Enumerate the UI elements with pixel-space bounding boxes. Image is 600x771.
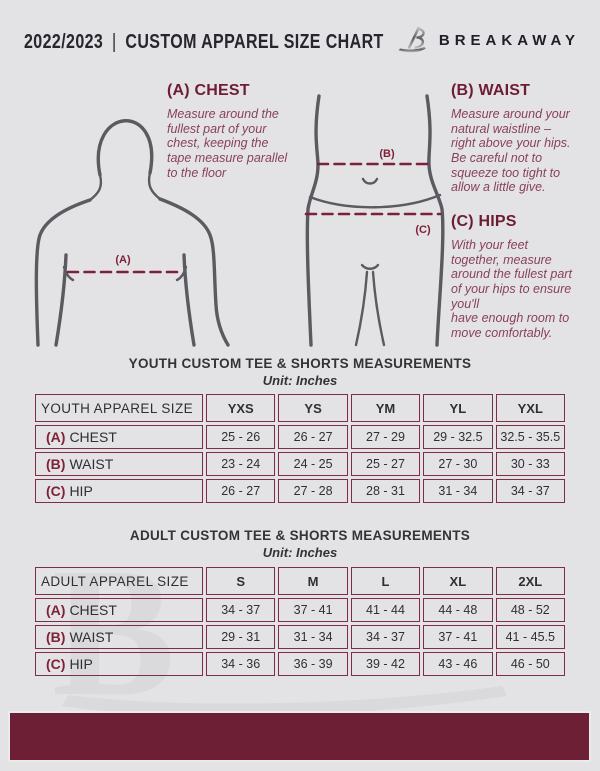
waist-heading: (B) WAIST	[451, 82, 531, 99]
measurement-range-cell: 27 - 29	[350, 425, 421, 449]
measurement-range-cell: 32.5 - 35.5	[495, 425, 565, 449]
measure-label: WAIST	[69, 456, 114, 472]
measurement-range-cell: 30 - 33	[495, 452, 565, 476]
figure-head-outline	[96, 119, 154, 177]
measure-label: CHEST	[69, 602, 117, 618]
breakaway-watermark-icon: B	[52, 556, 507, 724]
table-row: (B) WAIST 29 - 31 31 - 34 34 - 37 37 - 41 41 -…	[35, 625, 565, 649]
measure-label: CHEST	[69, 429, 117, 445]
measure-label: HIP	[69, 483, 93, 499]
navel-detail	[361, 177, 379, 185]
waist-marker-label: (B)	[379, 148, 395, 160]
size-column-header: XL	[423, 567, 493, 595]
measurement-range-cell: 41 - 44	[350, 598, 421, 622]
hips-description: With your feet together, measure around …	[451, 238, 572, 340]
title-label: CUSTOM APPAREL SIZE CHART	[125, 31, 384, 53]
adult-section-title: ADULT CUSTOM TEE & SHORTS MEASUREMENTS	[129, 528, 471, 543]
table-row: (C) HIP 34 - 36 36 - 39 39 - 42 43 - 46 46 - 5…	[35, 652, 565, 676]
measure-letter-prefix: (A)	[46, 602, 66, 618]
body-measurement-figures-illustration: (A) (B) (C)	[34, 94, 445, 347]
table-header-row: ADULT APPAREL SIZE S M L XL 2XL	[35, 567, 565, 595]
size-column-header: YL	[423, 394, 493, 422]
measurement-range-cell: 46 - 50	[495, 652, 565, 676]
measurement-range-cell: 34 - 37	[350, 625, 421, 649]
table-header-row: YOUTH APPAREL SIZE YXS YS YM YL YXL	[35, 394, 565, 422]
chest-instruction: (A) CHEST Measure around the fullest par…	[167, 82, 307, 180]
measurement-range-cell: 25 - 26	[206, 425, 276, 449]
measurement-range-cell: 26 - 27	[206, 479, 276, 503]
measurement-range-cell: 27 - 28	[278, 479, 348, 503]
season-label: 2022/2023	[24, 31, 104, 53]
table-row: (C) HIP 26 - 27 27 - 28 28 - 31 31 - 34 34 - 3…	[35, 479, 565, 503]
measurement-range-cell: 34 - 37	[206, 598, 276, 622]
footer-accent-bar	[8, 711, 591, 762]
measure-letter-prefix: (C)	[46, 656, 66, 672]
measurement-range-cell: 37 - 41	[423, 625, 493, 649]
size-column-header: 2XL	[495, 567, 565, 595]
measure-letter-prefix: (B)	[46, 629, 66, 645]
chest-marker-label: (A)	[115, 254, 131, 266]
measurement-range-cell: 34 - 37	[495, 479, 565, 503]
measurement-range-cell: 26 - 27	[278, 425, 348, 449]
title-separator: |	[112, 31, 117, 53]
measurement-range-cell: 29 - 32.5	[423, 425, 493, 449]
youth-unit-label: Unit: Inches	[262, 373, 338, 388]
measurement-range-cell: 34 - 36	[206, 652, 276, 676]
measurement-range-cell: 31 - 34	[278, 625, 348, 649]
measurement-range-cell: 23 - 24	[206, 452, 276, 476]
size-column-header: YS	[278, 394, 348, 422]
waist-description: Measure around your natural waistline – …	[451, 107, 571, 195]
measure-label-cell: (C) HIP	[35, 652, 203, 676]
measurement-range-cell: 29 - 31	[206, 625, 276, 649]
measurement-range-cell: 27 - 30	[423, 452, 493, 476]
measure-label-cell: (B) WAIST	[35, 625, 203, 649]
measurement-range-cell: 44 - 48	[423, 598, 493, 622]
table-row: (B) WAIST 23 - 24 24 - 25 25 - 27 27 - 30 30 -…	[35, 452, 565, 476]
hip-curve	[308, 193, 442, 209]
size-column-header: M	[278, 567, 348, 595]
measurement-range-cell: 25 - 27	[350, 452, 421, 476]
measure-letter-prefix: (C)	[46, 483, 66, 499]
measure-label-cell: (A) CHEST	[35, 598, 203, 622]
brand-block: BREAKAWAY	[396, 24, 580, 56]
adult-size-table: ADULT APPAREL SIZE S M L XL 2XL (A) CHEST 34 - 3…	[32, 564, 568, 679]
size-column-header: S	[206, 567, 276, 595]
chest-description: Measure around the fullest part of your …	[167, 107, 288, 180]
hips-heading: (C) HIPS	[451, 213, 517, 230]
measure-letter-prefix: (B)	[46, 456, 66, 472]
adult-unit-label: Unit: Inches	[262, 545, 338, 560]
hips-instruction: (C) HIPS With your feet together, measur…	[451, 213, 591, 340]
youth-section-title: YOUTH CUSTOM TEE & SHORTS MEASUREMENTS	[128, 356, 472, 371]
table-row: (A) CHEST 34 - 37 37 - 41 41 - 44 44 - 48 48 -…	[35, 598, 565, 622]
measurement-range-cell: 41 - 45.5	[495, 625, 565, 649]
measurement-range-cell: 28 - 31	[350, 479, 421, 503]
measurement-range-cell: 43 - 46	[423, 652, 493, 676]
measurement-range-cell: 37 - 41	[278, 598, 348, 622]
brand-name: BREAKAWAY	[438, 31, 580, 49]
measurement-range-cell: 39 - 42	[350, 652, 421, 676]
measure-label: HIP	[69, 656, 93, 672]
size-column-header: YXL	[495, 394, 565, 422]
table-row: (A) CHEST 25 - 26 26 - 27 27 - 29 29 - 32.5 32…	[35, 425, 565, 449]
size-column-header: L	[350, 567, 421, 595]
youth-size-table: YOUTH APPAREL SIZE YXS YS YM YL YXL (A) CHEST 25…	[32, 391, 568, 506]
size-table-caption-cell: ADULT APPAREL SIZE	[35, 567, 203, 595]
breakaway-logo-icon	[398, 26, 426, 53]
measure-label: WAIST	[69, 629, 114, 645]
measure-letter-prefix: (A)	[46, 429, 66, 445]
measure-label-cell: (B) WAIST	[35, 452, 203, 476]
size-table-caption-cell: YOUTH APPAREL SIZE	[35, 394, 203, 422]
measurement-range-cell: 36 - 39	[278, 652, 348, 676]
measure-label-cell: (A) CHEST	[35, 425, 203, 449]
measurement-range-cell: 48 - 52	[495, 598, 565, 622]
page-title: 2022/2023 | CUSTOM APPAREL SIZE CHART	[24, 31, 384, 54]
measure-label-cell: (C) HIP	[35, 479, 203, 503]
chest-heading: (A) CHEST	[167, 82, 250, 99]
measurement-range-cell: 24 - 25	[278, 452, 348, 476]
measurement-range-cell: 31 - 34	[423, 479, 493, 503]
hips-marker-label: (C)	[415, 224, 431, 236]
size-column-header: YXS	[206, 394, 276, 422]
size-column-header: YM	[350, 394, 421, 422]
waist-instruction: (B) WAIST Measure around your natural wa…	[451, 82, 591, 195]
